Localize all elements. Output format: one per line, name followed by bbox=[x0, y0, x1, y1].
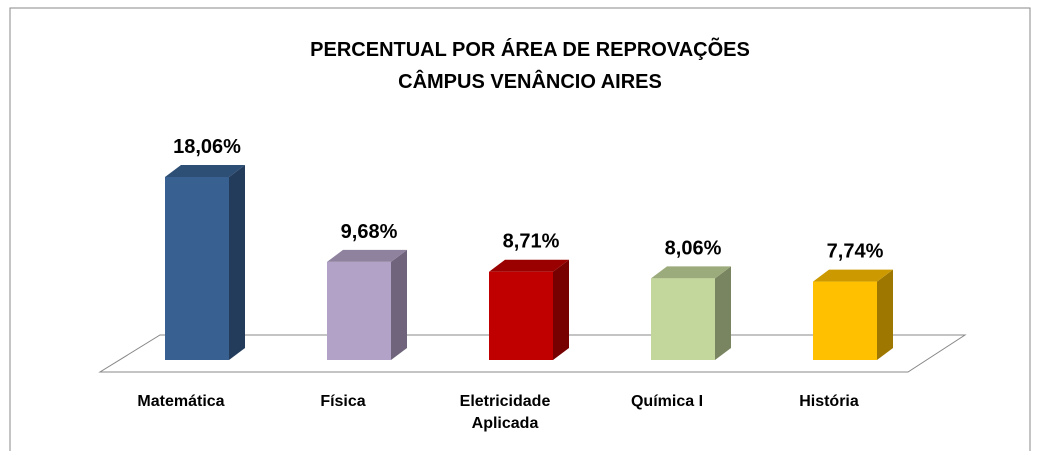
chart-subtitle: CÂMPUS VENÂNCIO AIRES bbox=[398, 69, 662, 93]
bar bbox=[327, 261, 391, 360]
bar bbox=[651, 278, 715, 360]
value-label: 8,71% bbox=[503, 231, 560, 253]
bar bbox=[489, 271, 553, 360]
value-label: 18,06% bbox=[173, 136, 241, 158]
bar bbox=[165, 177, 229, 360]
bar-side bbox=[229, 165, 245, 360]
bar-top bbox=[165, 165, 245, 177]
bar bbox=[813, 281, 877, 360]
chart-title: PERCENTUAL POR ÁREA DE REPROVAÇÕES bbox=[310, 37, 750, 61]
bar-side bbox=[877, 269, 893, 360]
bar-top bbox=[651, 266, 731, 279]
x-tick-label: Eletricidade Aplicada bbox=[459, 393, 551, 432]
bar-top bbox=[489, 259, 569, 272]
x-tick-label: Física bbox=[320, 393, 366, 410]
value-label: 8,06% bbox=[665, 237, 722, 259]
x-tick-label: Matemática bbox=[137, 393, 225, 410]
bar-top bbox=[327, 249, 407, 262]
bar-top bbox=[813, 269, 893, 282]
x-tick-label: Química I bbox=[630, 393, 704, 410]
x-tick-label: História bbox=[799, 393, 859, 410]
bar-side bbox=[391, 249, 407, 360]
value-label: 9,68% bbox=[341, 221, 398, 243]
bar-side bbox=[715, 266, 731, 360]
bar-side bbox=[553, 259, 569, 360]
value-label: 7,74% bbox=[827, 241, 884, 263]
